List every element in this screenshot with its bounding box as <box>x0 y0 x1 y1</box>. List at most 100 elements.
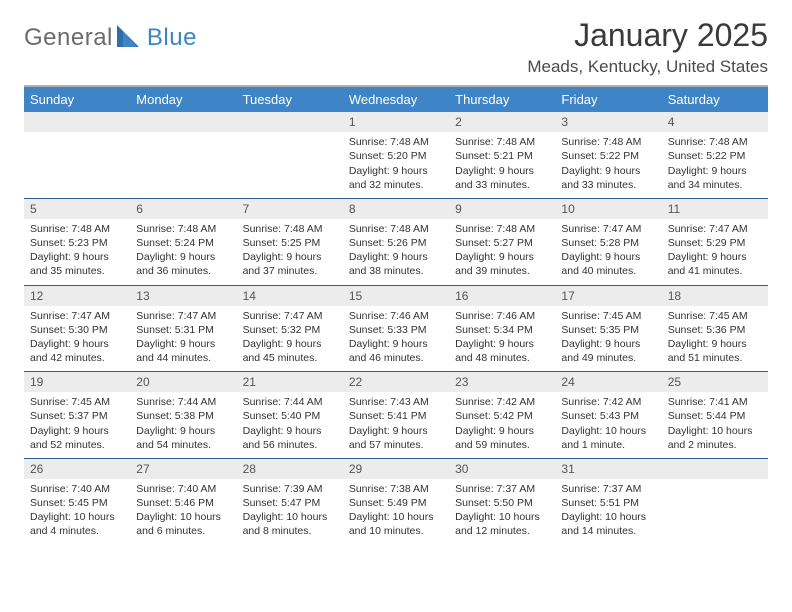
sunrise-text: Sunrise: 7:40 AM <box>30 482 124 496</box>
daylight-text: Daylight: 9 hours <box>136 250 230 264</box>
day-number: 29 <box>343 459 449 479</box>
day-cell: Sunrise: 7:48 AMSunset: 5:22 PMDaylight:… <box>555 132 661 198</box>
sunrise-text: Sunrise: 7:45 AM <box>561 309 655 323</box>
day-cell: Sunrise: 7:48 AMSunset: 5:25 PMDaylight:… <box>237 219 343 285</box>
location: Meads, Kentucky, United States <box>527 57 768 77</box>
daylight-text: Daylight: 10 hours <box>30 510 124 524</box>
day-cell: 20 <box>130 372 236 392</box>
sunrise-text: Sunrise: 7:47 AM <box>30 309 124 323</box>
daylight-text: and 33 minutes. <box>561 178 655 192</box>
sunrise-text: Sunrise: 7:37 AM <box>455 482 549 496</box>
day-number: 12 <box>24 286 130 306</box>
brand-logo: General Blue <box>24 24 197 52</box>
day-cell: 1 <box>343 112 449 132</box>
daylight-text: Daylight: 9 hours <box>243 337 337 351</box>
day-details: Sunrise: 7:48 AMSunset: 5:20 PMDaylight:… <box>343 132 449 198</box>
day-cell: Sunrise: 7:48 AMSunset: 5:22 PMDaylight:… <box>662 132 768 198</box>
weekday-header: Wednesday <box>343 87 449 112</box>
sunrise-text: Sunrise: 7:44 AM <box>243 395 337 409</box>
daylight-text: and 32 minutes. <box>349 178 443 192</box>
sunset-text: Sunset: 5:25 PM <box>243 236 337 250</box>
day-number: 25 <box>662 372 768 392</box>
day-number: 11 <box>662 199 768 219</box>
daylight-text: and 46 minutes. <box>349 351 443 365</box>
sunset-text: Sunset: 5:51 PM <box>561 496 655 510</box>
day-cell: 2 <box>449 112 555 132</box>
title-block: January 2025 Meads, Kentucky, United Sta… <box>527 18 768 77</box>
sunrise-text: Sunrise: 7:46 AM <box>455 309 549 323</box>
daylight-text: and 42 minutes. <box>30 351 124 365</box>
day-number: 8 <box>343 199 449 219</box>
day-cell: Sunrise: 7:44 AMSunset: 5:38 PMDaylight:… <box>130 392 236 458</box>
daylight-text: and 1 minute. <box>561 438 655 452</box>
daylight-text: and 12 minutes. <box>455 524 549 538</box>
weekday-header: Sunday <box>24 87 130 112</box>
brand-word-1: General <box>24 24 113 52</box>
sunrise-text: Sunrise: 7:41 AM <box>668 395 762 409</box>
day-details: Sunrise: 7:37 AMSunset: 5:50 PMDaylight:… <box>449 479 555 545</box>
daylight-text: and 34 minutes. <box>668 178 762 192</box>
daylight-text: Daylight: 9 hours <box>668 164 762 178</box>
daylight-text: and 6 minutes. <box>136 524 230 538</box>
day-details: Sunrise: 7:42 AMSunset: 5:43 PMDaylight:… <box>555 392 661 458</box>
day-body-row: Sunrise: 7:40 AMSunset: 5:45 PMDaylight:… <box>24 479 768 545</box>
sunset-text: Sunset: 5:20 PM <box>349 149 443 163</box>
daylight-text: and 48 minutes. <box>455 351 549 365</box>
day-details: Sunrise: 7:48 AMSunset: 5:24 PMDaylight:… <box>130 219 236 285</box>
day-cell: 22 <box>343 372 449 392</box>
sunset-text: Sunset: 5:38 PM <box>136 409 230 423</box>
daylight-text: Daylight: 9 hours <box>561 337 655 351</box>
daylight-text: and 8 minutes. <box>243 524 337 538</box>
daylight-text: and 57 minutes. <box>349 438 443 452</box>
day-details <box>24 132 130 186</box>
day-cell: Sunrise: 7:47 AMSunset: 5:30 PMDaylight:… <box>24 306 130 372</box>
day-number: 18 <box>662 286 768 306</box>
day-cell: Sunrise: 7:45 AMSunset: 5:35 PMDaylight:… <box>555 306 661 372</box>
day-details: Sunrise: 7:47 AMSunset: 5:31 PMDaylight:… <box>130 306 236 372</box>
day-cell: Sunrise: 7:42 AMSunset: 5:43 PMDaylight:… <box>555 392 661 458</box>
day-cell: 25 <box>662 372 768 392</box>
sunset-text: Sunset: 5:50 PM <box>455 496 549 510</box>
sunrise-text: Sunrise: 7:47 AM <box>136 309 230 323</box>
daylight-text: Daylight: 10 hours <box>455 510 549 524</box>
sunset-text: Sunset: 5:28 PM <box>561 236 655 250</box>
sunrise-text: Sunrise: 7:45 AM <box>668 309 762 323</box>
sunset-text: Sunset: 5:24 PM <box>136 236 230 250</box>
day-cell: 28 <box>237 459 343 479</box>
sunrise-text: Sunrise: 7:48 AM <box>136 222 230 236</box>
daylight-text: and 51 minutes. <box>668 351 762 365</box>
daylight-text: and 52 minutes. <box>30 438 124 452</box>
daylight-text: Daylight: 10 hours <box>668 424 762 438</box>
day-number: 5 <box>24 199 130 219</box>
day-number: 10 <box>555 199 661 219</box>
header: General Blue January 2025 Meads, Kentuck… <box>24 18 768 77</box>
day-cell: Sunrise: 7:48 AMSunset: 5:23 PMDaylight:… <box>24 219 130 285</box>
day-cell: Sunrise: 7:43 AMSunset: 5:41 PMDaylight:… <box>343 392 449 458</box>
day-number-row: 567891011 <box>24 199 768 219</box>
day-details <box>237 132 343 186</box>
day-cell: 21 <box>237 372 343 392</box>
daylight-text: Daylight: 10 hours <box>561 510 655 524</box>
sunset-text: Sunset: 5:37 PM <box>30 409 124 423</box>
day-details: Sunrise: 7:38 AMSunset: 5:49 PMDaylight:… <box>343 479 449 545</box>
month-title: January 2025 <box>527 18 768 53</box>
day-cell: Sunrise: 7:42 AMSunset: 5:42 PMDaylight:… <box>449 392 555 458</box>
day-details: Sunrise: 7:48 AMSunset: 5:22 PMDaylight:… <box>662 132 768 198</box>
day-cell: 12 <box>24 286 130 306</box>
day-cell: 29 <box>343 459 449 479</box>
day-details: Sunrise: 7:47 AMSunset: 5:30 PMDaylight:… <box>24 306 130 372</box>
day-body-row: Sunrise: 7:45 AMSunset: 5:37 PMDaylight:… <box>24 392 768 458</box>
daylight-text: Daylight: 9 hours <box>455 337 549 351</box>
daylight-text: Daylight: 9 hours <box>668 337 762 351</box>
sunrise-text: Sunrise: 7:48 AM <box>30 222 124 236</box>
day-details: Sunrise: 7:48 AMSunset: 5:26 PMDaylight:… <box>343 219 449 285</box>
sunrise-text: Sunrise: 7:48 AM <box>455 135 549 149</box>
day-cell: 8 <box>343 199 449 219</box>
weekday-header: Saturday <box>662 87 768 112</box>
daylight-text: Daylight: 9 hours <box>30 337 124 351</box>
day-number-row: 1234 <box>24 112 768 132</box>
day-details: Sunrise: 7:40 AMSunset: 5:46 PMDaylight:… <box>130 479 236 545</box>
sunset-text: Sunset: 5:29 PM <box>668 236 762 250</box>
calendar-table: Sunday Monday Tuesday Wednesday Thursday… <box>24 87 768 544</box>
daylight-text: Daylight: 9 hours <box>455 424 549 438</box>
